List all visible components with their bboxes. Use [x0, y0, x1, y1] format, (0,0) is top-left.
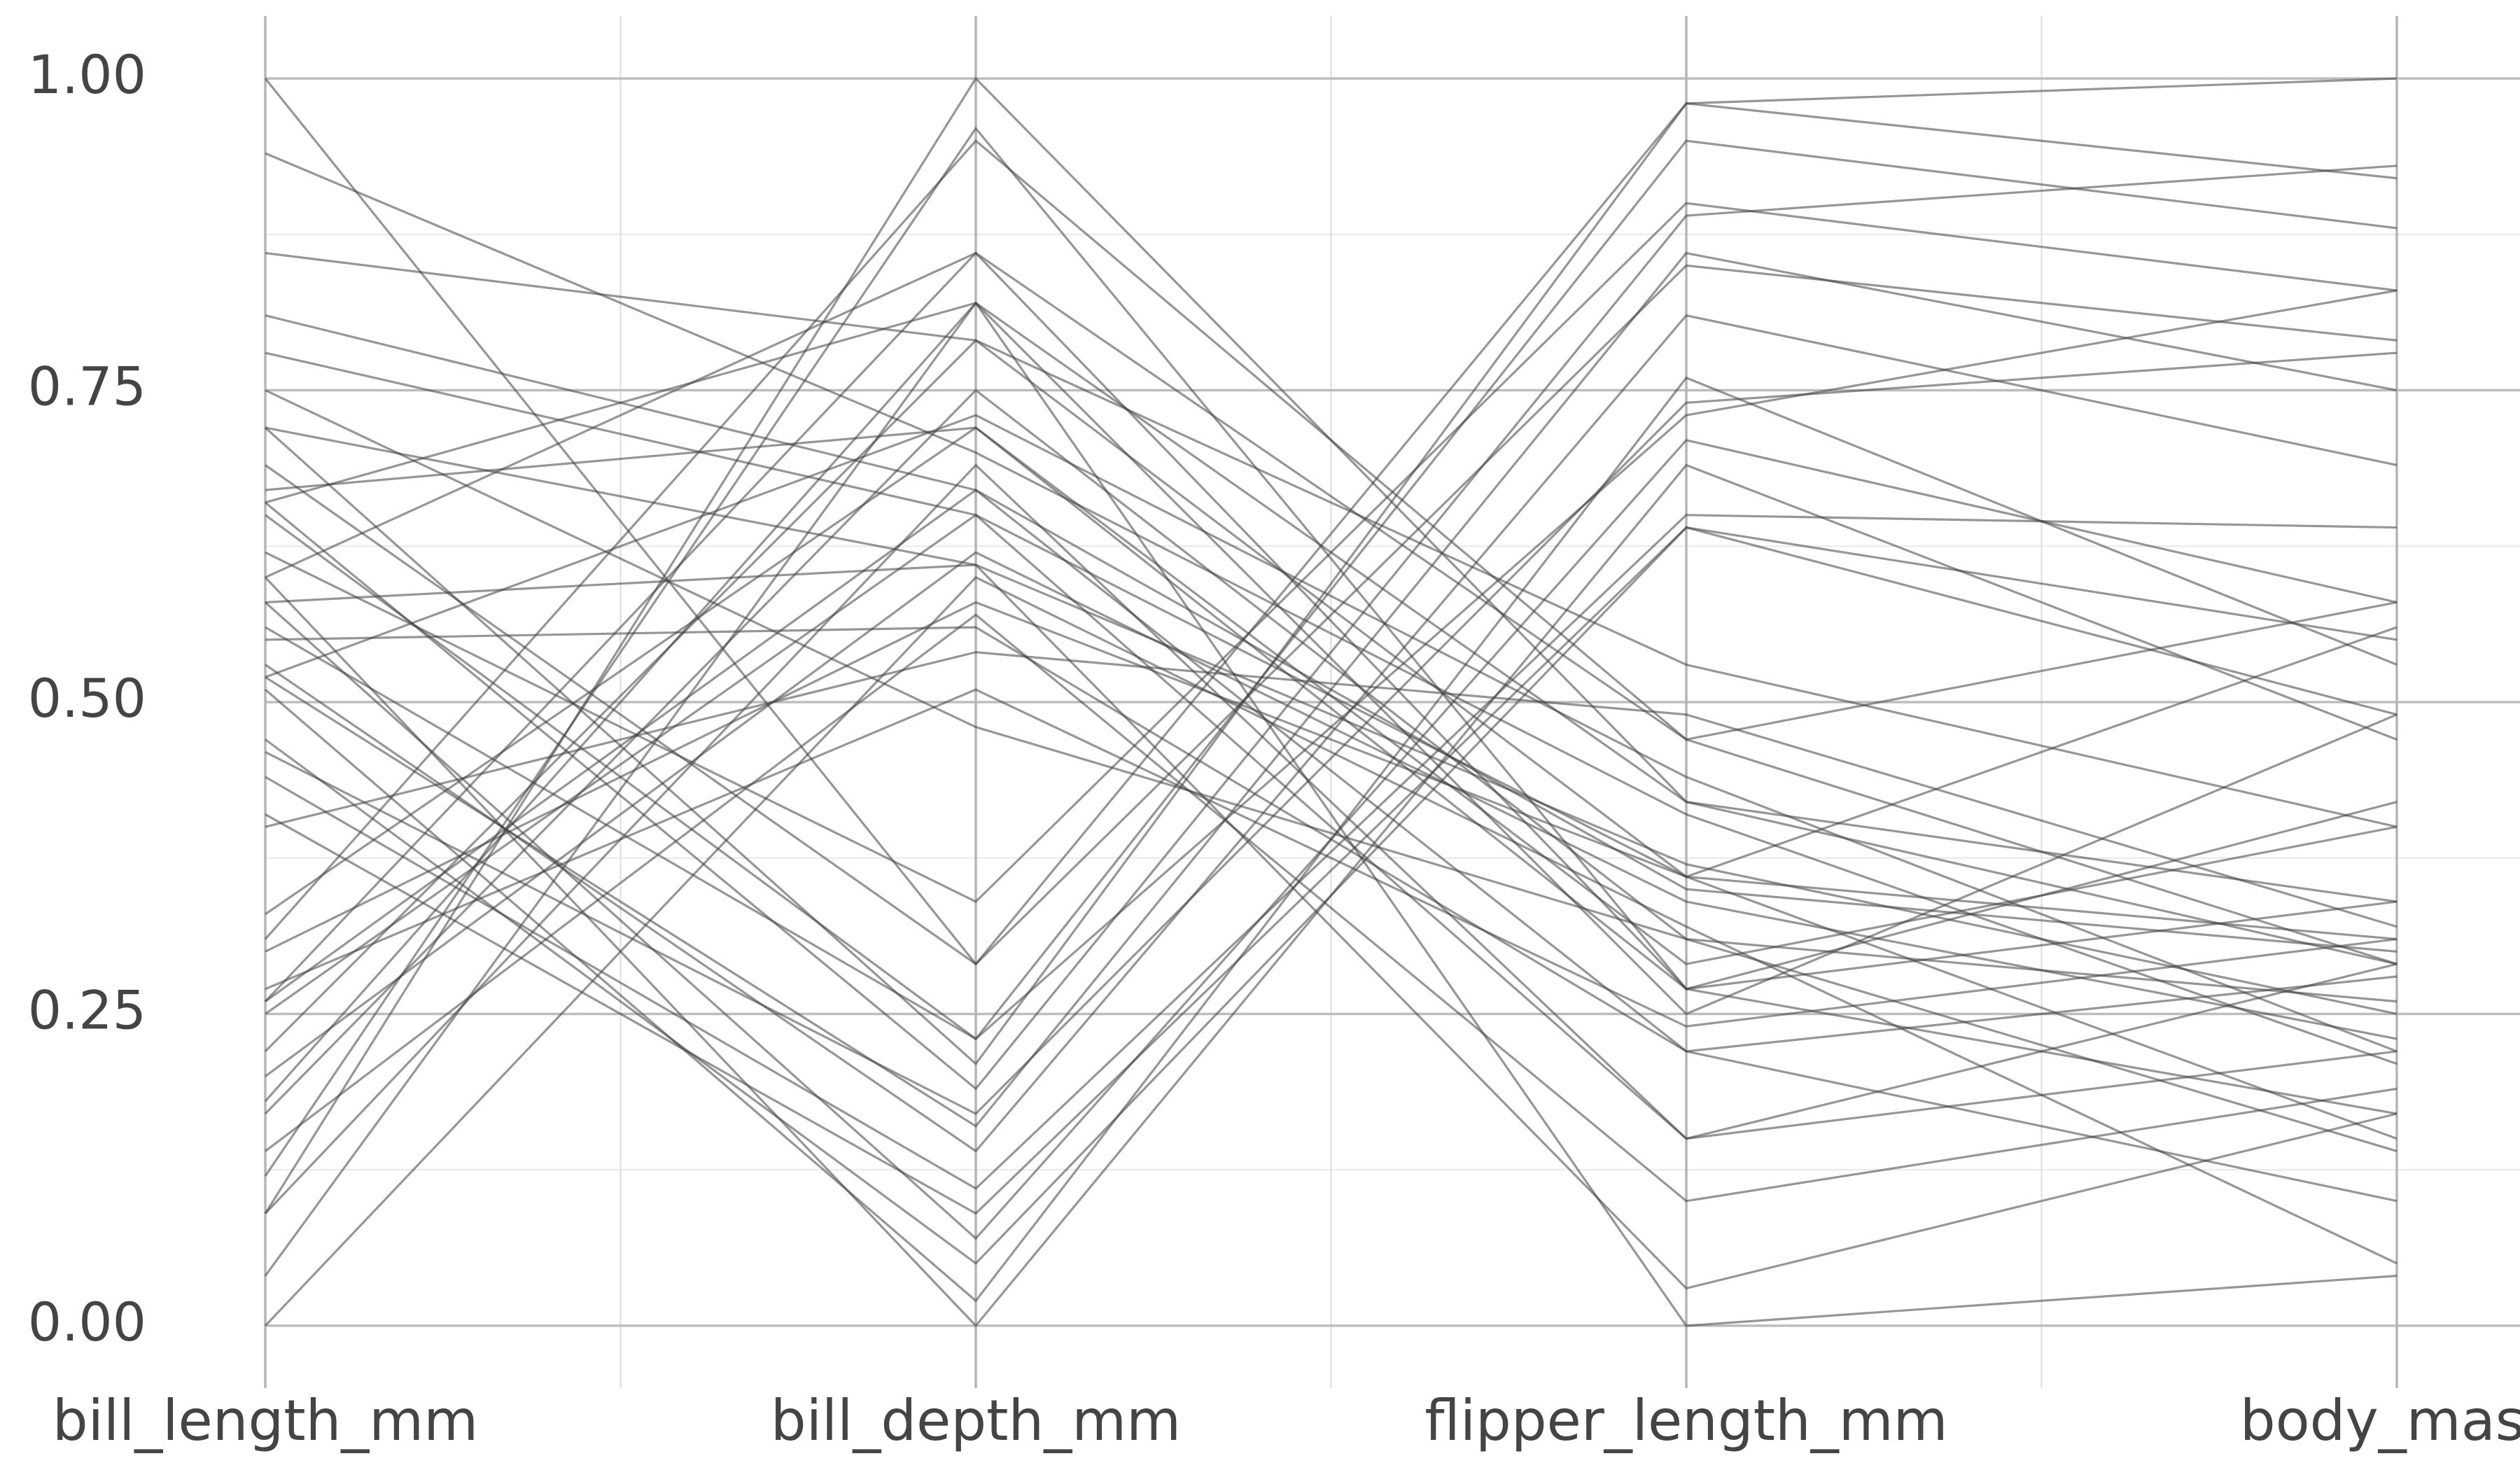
data-line: [264, 77, 2398, 1066]
x-tick-label: body_mass: [2240, 1388, 2520, 1453]
data-line: [265, 139, 2398, 1041]
y-tick-label: 0.25: [28, 979, 146, 1041]
data-line: [265, 289, 2398, 1041]
data-line: [265, 102, 2398, 966]
data-line: [265, 426, 2398, 1115]
y-tick-label: 0.50: [28, 667, 146, 729]
data-line: [265, 526, 2398, 1215]
x-tick-label: flipper_length_mm: [1424, 1388, 1947, 1453]
data-line: [264, 339, 2398, 1053]
data-line: [264, 126, 2398, 1177]
data-line: [264, 301, 2398, 1102]
data-line: [265, 613, 2398, 1203]
y-tick-label: 1.00: [28, 43, 146, 106]
data-line: [265, 351, 2398, 1115]
data-line: [265, 414, 2398, 1053]
data-line: [265, 626, 2398, 1203]
data-line: [265, 651, 2398, 928]
data-line: [265, 564, 2398, 1290]
data-line: [265, 301, 2398, 1327]
x-tick-label: bill_depth_mm: [771, 1388, 1181, 1453]
data-line: [264, 463, 2398, 1328]
data-line: [265, 152, 2398, 1065]
data-line: [265, 251, 2398, 828]
y-tick-label: 0.00: [28, 1291, 146, 1353]
x-tick-label: bill_length_mm: [52, 1388, 478, 1453]
data-line: [264, 164, 2398, 1091]
data-line: [265, 202, 2398, 904]
data-line: [265, 314, 2398, 1153]
data-line: [264, 78, 2398, 966]
data-line: [264, 76, 2398, 1214]
data-line: [265, 351, 2398, 941]
data-line: [265, 389, 2398, 1152]
y-tick-label: 0.75: [28, 356, 146, 418]
